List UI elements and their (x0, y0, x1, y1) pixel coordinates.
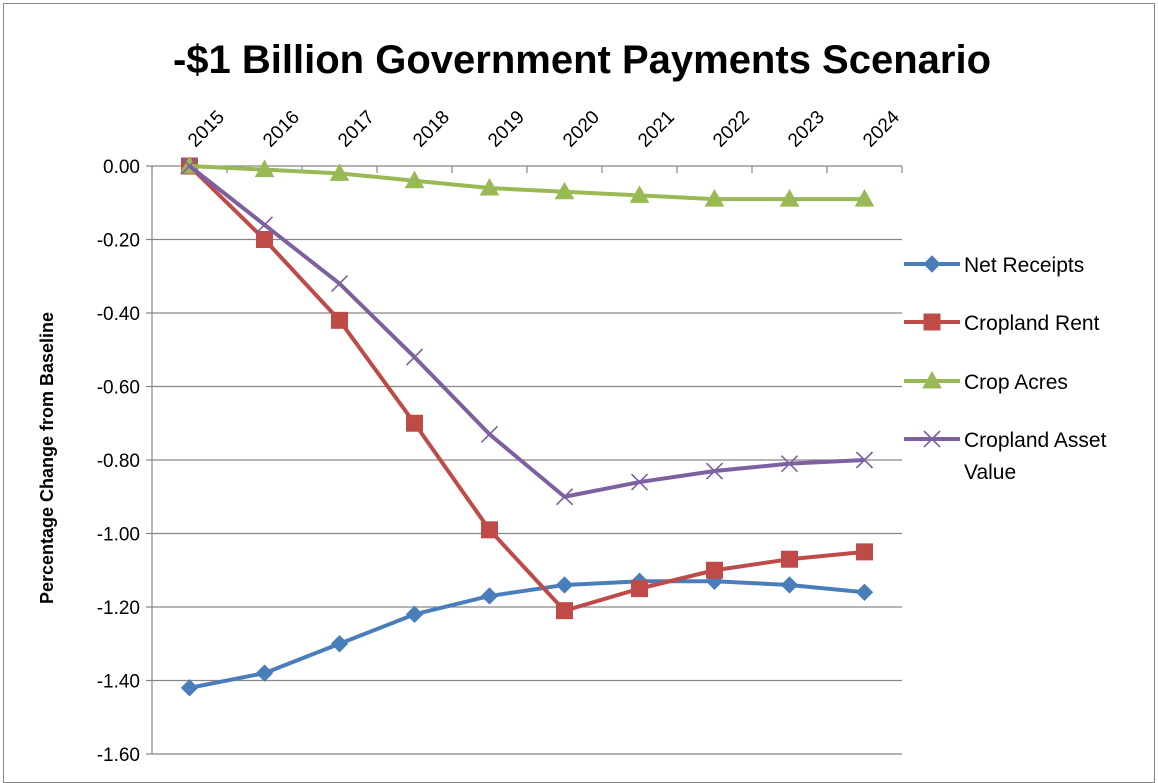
legend-marker (923, 255, 941, 273)
data-point-cropland-rent (556, 602, 573, 620)
series-line-crop-acres (189, 164, 865, 202)
series-crop-acres (179, 155, 875, 207)
y-tick-labels: 0.00 -0.20 -0.40 -0.60 -0.80 -1.00 -1.20 -1.40 -… (97, 157, 140, 766)
marker-stroke (855, 451, 874, 469)
legend-marker (923, 430, 941, 448)
data-point-net-receipts (780, 576, 799, 594)
data-point-net-receipts (855, 583, 874, 602)
data-point-cropland-rent (856, 543, 873, 561)
data-point-cropland-rent (331, 311, 348, 329)
gridlines (152, 165, 902, 755)
series-line-cropland-rent (188, 164, 865, 613)
legend-label-line: Value (964, 461, 1016, 484)
y-tick-label: -0.60 (97, 378, 140, 399)
chart-title: -$1 Billion Government Payments Scenario (173, 38, 991, 82)
data-point-net-receipts (330, 635, 349, 653)
data-point-crop-acres (704, 189, 725, 207)
data-point-cropland-asset-value (705, 462, 724, 480)
x-tick-label: 2024 (859, 106, 904, 151)
y-tick-label: -0.40 (97, 304, 140, 325)
x-tick-label: 2016 (259, 107, 304, 152)
legend-item-crop-acres: Crop Acres (904, 370, 1068, 394)
marker-stroke (923, 430, 941, 448)
data-point-cropland-asset-value (480, 425, 499, 443)
x-tick-label: 2015 (184, 107, 229, 152)
y-tick-label: -1.20 (97, 598, 140, 619)
legend-label: Crop Acres (964, 371, 1068, 394)
chart-frame (3, 3, 1155, 783)
marker-stroke (180, 157, 199, 175)
data-point-crop-acres (329, 163, 350, 181)
data-point-cropland-asset-value (405, 348, 424, 366)
marker-stroke (555, 488, 574, 506)
y-tick-label: -0.80 (97, 451, 140, 472)
x-tick-label: 2017 (334, 107, 379, 152)
data-point-cropland-asset-value (780, 455, 799, 473)
x-tick-label: 2020 (559, 107, 604, 152)
data-point-crop-acres (479, 178, 500, 196)
data-point-crop-acres (629, 185, 650, 203)
legend-label: Cropland Asset Value (964, 429, 1107, 484)
legend-marker (922, 370, 942, 389)
marker-stroke (255, 216, 274, 234)
x-tick-labels: 2015 2016 2017 2018 2019 2020 2021 2022 2023 2024 (184, 106, 904, 151)
legend-item-net-receipts: Net Receipts (904, 254, 1084, 277)
x-tick-label: 2022 (709, 107, 754, 152)
x-tick-label: 2023 (784, 107, 829, 152)
data-point-cropland-asset-value (180, 157, 199, 175)
data-point-cropland-asset-value (555, 488, 574, 506)
series-group (179, 155, 875, 697)
legend: Net Receipts Cropland Rent Crop Acres Cropl… (904, 254, 1107, 484)
legend-label: Cropland Rent (964, 312, 1100, 335)
data-point-cropland-asset-value (330, 275, 349, 293)
y-tick-label: 0.00 (103, 157, 140, 178)
data-point-net-receipts (555, 576, 574, 594)
data-point-net-receipts (405, 605, 424, 624)
y-tick-label: -1.40 (97, 672, 140, 693)
legend-label: Net Receipts (964, 254, 1084, 277)
y-tick-label: -0.20 (97, 231, 140, 252)
data-point-cropland-asset-value (630, 473, 649, 491)
legend-label-line: Cropland Asset (964, 429, 1107, 452)
legend-item-cropland-rent: Cropland Rent (904, 312, 1100, 335)
x-tick-label: 2018 (409, 107, 454, 152)
data-point-cropland-rent (256, 231, 273, 248)
series-cropland-asset-value (180, 157, 874, 506)
data-point-crop-acres (554, 181, 575, 200)
data-point-cropland-rent (481, 521, 498, 539)
series-line-net-receipts (189, 579, 865, 690)
y-axis-title: Percentage Change from Baseline (37, 312, 57, 604)
series-net-receipts (180, 572, 874, 697)
data-point-cropland-rent (631, 580, 648, 598)
x-tick-label: 2019 (484, 107, 529, 152)
y-tick-label: -1.00 (97, 525, 140, 546)
legend-item-cropland-asset-value: Cropland Asset Value (904, 429, 1107, 484)
y-tick-label: -1.60 (97, 745, 140, 766)
marker-stroke (330, 275, 349, 293)
data-point-cropland-asset-value (255, 216, 274, 234)
marker-stroke (705, 462, 724, 480)
x-tick-label: 2021 (634, 107, 679, 152)
data-point-crop-acres (779, 189, 800, 207)
series-line-cropland-asset-value (188, 164, 865, 499)
marker-stroke (480, 425, 499, 443)
data-point-net-receipts (180, 679, 199, 697)
marker-stroke (780, 455, 799, 473)
marker-stroke (630, 473, 649, 491)
data-point-crop-acres (854, 189, 875, 207)
legend-marker (923, 313, 941, 331)
data-point-cropland-rent (706, 561, 723, 579)
data-point-net-receipts (480, 587, 499, 605)
data-point-net-receipts (255, 664, 274, 682)
marker-stroke (405, 348, 424, 366)
data-point-cropland-rent (781, 550, 798, 568)
data-point-crop-acres (254, 159, 275, 178)
data-point-cropland-rent (406, 414, 423, 432)
data-point-crop-acres (404, 170, 425, 189)
series-cropland-rent (181, 157, 873, 620)
data-point-cropland-asset-value (855, 451, 874, 469)
